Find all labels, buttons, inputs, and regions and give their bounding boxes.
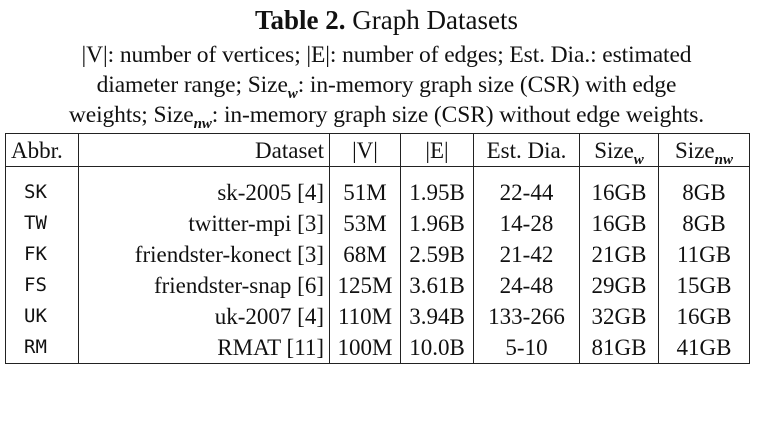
cell-size-nw: 8GB <box>658 166 750 208</box>
table-caption-title: Table 2. Graph Datasets <box>0 0 773 36</box>
table-row: UK uk-2007 [4] 110M 3.94B 133-266 32GB 1… <box>5 301 750 332</box>
table-title: Graph Datasets <box>352 5 518 35</box>
table-row: SK sk-2005 [4] 51M 1.95B 22-44 16GB 8GB <box>5 166 750 208</box>
cell-size-w: 16GB <box>579 166 659 208</box>
cell-dataset: RMAT [11] <box>78 332 330 364</box>
caption-line-3-text-b: : in-memory graph size (CSR) without edg… <box>211 102 705 128</box>
cell-dataset: friendster-konect [3] <box>78 239 330 270</box>
header-dataset: Dataset <box>78 133 330 167</box>
cell-abbr: TW <box>5 208 79 239</box>
table-row: FS friendster-snap [6] 125M 3.61B 24-48 … <box>5 270 750 301</box>
cell-size-w: 21GB <box>579 239 659 270</box>
header-size-nw: Sizenw <box>658 133 750 168</box>
cell-edges: 1.96B <box>400 208 474 239</box>
cell-size-nw: 11GB <box>658 239 750 270</box>
datasets-table: Abbr. Dataset |V| |E| Est. Dia. Sizew Si… <box>5 133 750 364</box>
cell-dataset: twitter-mpi [3] <box>78 208 330 239</box>
header-vertices: |V| <box>329 133 401 167</box>
table-figure: Table 2. Graph Datasets |V|: number of v… <box>0 0 773 364</box>
cell-size-nw: 15GB <box>658 270 750 301</box>
cell-edges: 3.61B <box>400 270 474 301</box>
header-abbr: Abbr. <box>5 133 79 167</box>
cell-abbr: SK <box>5 166 79 208</box>
header-size-w: Sizew <box>579 133 659 168</box>
caption-line-3-text-a: weights; Size <box>68 102 194 128</box>
cell-dataset: uk-2007 [4] <box>78 301 330 332</box>
caption-line-1: |V|: number of vertices; |E|: number of … <box>81 42 692 68</box>
cell-est-dia: 22-44 <box>473 166 580 208</box>
header-est-dia: Est. Dia. <box>473 133 580 167</box>
table-caption-description: |V|: number of vertices; |E|: number of … <box>0 40 773 132</box>
cell-est-dia: 5-10 <box>473 332 580 364</box>
cell-est-dia: 21-42 <box>473 239 580 270</box>
header-size-nw-base: Size <box>675 137 715 163</box>
cell-abbr: UK <box>5 301 79 332</box>
table-row: TW twitter-mpi [3] 53M 1.96B 14-28 16GB … <box>5 208 750 239</box>
cell-dataset: sk-2005 [4] <box>78 166 330 208</box>
cell-est-dia: 133-266 <box>473 301 580 332</box>
cell-size-w: 32GB <box>579 301 659 332</box>
cell-vertices: 125M <box>329 270 401 301</box>
cell-size-nw: 16GB <box>658 301 750 332</box>
cell-est-dia: 14-28 <box>473 208 580 239</box>
cell-dataset: friendster-snap [6] <box>78 270 330 301</box>
cell-size-nw: 8GB <box>658 208 750 239</box>
cell-abbr: FK <box>5 239 79 270</box>
cell-edges: 2.59B <box>400 239 474 270</box>
table-number: Table 2. <box>255 5 346 35</box>
cell-size-nw: 41GB <box>658 332 750 364</box>
caption-line-2: diameter range; Sizew: in-memory graph s… <box>0 70 773 102</box>
table-body: SK sk-2005 [4] 51M 1.95B 22-44 16GB 8GB … <box>5 166 750 364</box>
cell-size-w: 81GB <box>579 332 659 364</box>
cell-vertices: 110M <box>329 301 401 332</box>
cell-est-dia: 24-48 <box>473 270 580 301</box>
table-row: FK friendster-konect [3] 68M 2.59B 21-42… <box>5 239 750 270</box>
table-header: Abbr. Dataset |V| |E| Est. Dia. Sizew Si… <box>5 133 750 168</box>
cell-size-w: 29GB <box>579 270 659 301</box>
cell-edges: 1.95B <box>400 166 474 208</box>
cell-size-w: 16GB <box>579 208 659 239</box>
cell-vertices: 51M <box>329 166 401 208</box>
header-size-nw-sub: nw <box>714 151 733 168</box>
cell-vertices: 100M <box>329 332 401 364</box>
cell-abbr: RM <box>5 332 79 364</box>
header-row: Abbr. Dataset |V| |E| Est. Dia. Sizew Si… <box>5 133 750 168</box>
caption-line-2-text-a: diameter range; Size <box>96 72 288 98</box>
caption-line-3-subscript: nw <box>193 116 212 132</box>
cell-edges: 3.94B <box>400 301 474 332</box>
header-edges: |E| <box>400 133 474 167</box>
caption-line-2-subscript: w <box>287 86 298 102</box>
table-row: RM RMAT [11] 100M 10.0B 5-10 81GB 41GB <box>5 332 750 364</box>
caption-line-2-text-b: : in-memory graph size (CSR) with edge <box>297 72 677 98</box>
cell-edges: 10.0B <box>400 332 474 364</box>
cell-vertices: 68M <box>329 239 401 270</box>
header-size-w-sub: w <box>633 151 644 168</box>
header-size-w-base: Size <box>594 137 634 163</box>
caption-line-3: weights; Sizenw: in-memory graph size (C… <box>0 100 773 132</box>
cell-vertices: 53M <box>329 208 401 239</box>
cell-abbr: FS <box>5 270 79 301</box>
